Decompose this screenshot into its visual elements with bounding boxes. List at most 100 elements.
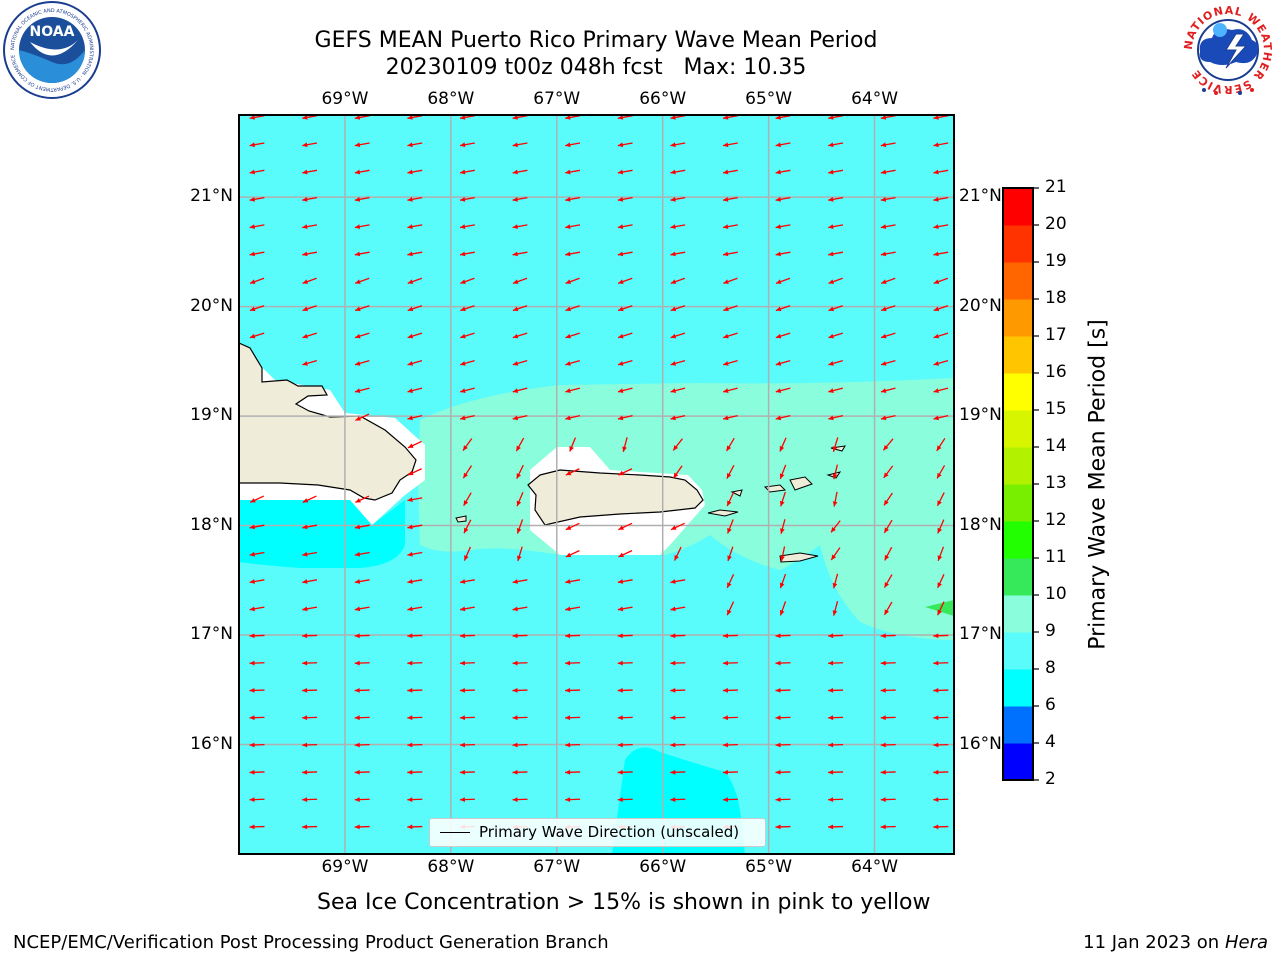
- wave-arrow: [722, 660, 738, 666]
- wave-arrow: [249, 305, 265, 312]
- map-frame: [238, 114, 955, 855]
- wave-arrow: [459, 142, 475, 148]
- lon-label-top: 69°W: [321, 89, 369, 109]
- wave-arrow: [565, 633, 581, 639]
- wave-arrow: [565, 142, 581, 148]
- wave-arrow: [828, 687, 844, 693]
- wave-arrow: [459, 797, 475, 802]
- wave-arrow: [354, 660, 370, 666]
- wave-arrow: [460, 332, 475, 339]
- wave-arrow: [828, 360, 843, 366]
- wave-arrow: [828, 142, 844, 148]
- colorbar-tick-label: 19: [1045, 251, 1067, 271]
- wave-arrow: [617, 660, 633, 666]
- wave-arrow: [880, 742, 896, 748]
- wave-arrow: [775, 687, 791, 693]
- wave-arrow: [302, 142, 318, 148]
- wave-arrow: [249, 633, 265, 639]
- wave-arrow: [617, 715, 633, 721]
- wave-arrow: [354, 251, 370, 257]
- wave-arrow: [407, 633, 423, 639]
- lon-label-bottom: 65°W: [745, 857, 793, 877]
- wave-arrow: [883, 492, 893, 506]
- wave-arrow: [670, 579, 686, 584]
- wave-arrow: [936, 465, 946, 479]
- wave-arrow: [407, 360, 423, 366]
- lat-label-left: 19°N: [190, 405, 233, 426]
- wave-arrow: [617, 305, 633, 312]
- wave-arrow: [512, 606, 528, 612]
- wave-arrow: [512, 169, 528, 175]
- colorbar-bin: [1003, 521, 1033, 559]
- wave-arrow: [828, 769, 844, 775]
- lat-label-right: 18°N: [959, 514, 1002, 535]
- wave-arrow: [933, 360, 949, 366]
- wave-arrow: [880, 769, 896, 775]
- wave-arrow: [512, 660, 528, 666]
- wave-arrow: [933, 824, 949, 830]
- wave-arrow: [828, 414, 844, 421]
- wave-arrow: [775, 332, 791, 339]
- vieques-island: [707, 509, 739, 517]
- wave-arrow: [933, 387, 949, 393]
- wave-arrow: [828, 332, 843, 339]
- wave-arrow: [302, 196, 318, 202]
- lat-label-left: 20°N: [190, 295, 233, 316]
- wave-arrow: [249, 332, 265, 339]
- wave-arrow: [354, 224, 370, 229]
- wave-arrow: [302, 495, 317, 503]
- wave-arrow: [302, 524, 318, 530]
- wave-arrow: [512, 142, 528, 148]
- wave-arrow: [302, 305, 317, 312]
- wave-arrow: [775, 305, 791, 312]
- colorbar-tick-label: 20: [1045, 214, 1067, 234]
- wave-arrow: [512, 797, 528, 802]
- wave-arrow: [249, 495, 265, 503]
- wave-arrow: [670, 115, 686, 120]
- noaa-logo: NOAA NATIONAL OCEANIC AND ATMOSPHERIC AD…: [3, 1, 101, 99]
- wave-arrow: [775, 169, 791, 175]
- wave-arrow: [569, 437, 577, 452]
- wave-arrow: [516, 519, 524, 534]
- wave-arrow: [354, 715, 370, 721]
- wave-arrow: [722, 224, 738, 229]
- lat-label-left: 21°N: [190, 186, 233, 207]
- wave-arrow: [463, 546, 472, 561]
- wave-arrow: [936, 492, 945, 507]
- colorbar-tick-label: 21: [1045, 177, 1067, 197]
- wave-arrow: [354, 687, 370, 693]
- wave-arrow: [775, 387, 791, 393]
- wave-arrow: [670, 715, 686, 721]
- wave-arrow: [670, 687, 686, 693]
- wave-arrow: [249, 687, 265, 693]
- wave-arrow: [407, 224, 423, 229]
- wave-arrow: [354, 524, 370, 530]
- wave-arrow: [249, 524, 265, 530]
- colorbar-tick-label: 15: [1045, 399, 1067, 419]
- lon-label-top: 64°W: [851, 89, 899, 109]
- wave-arrow: [249, 169, 265, 175]
- wave-arrow: [828, 224, 844, 229]
- wave-arrow: [884, 546, 893, 561]
- footer-date-text: 11 Jan 2023 on: [1083, 932, 1225, 953]
- wave-arrow: [302, 551, 318, 557]
- wave-arrow: [512, 633, 528, 639]
- wave-arrow: [302, 633, 318, 639]
- wave-arrow: [618, 468, 633, 476]
- wave-arrow: [779, 491, 786, 507]
- wave-arrow: [354, 633, 370, 639]
- wave-arrow: [617, 687, 633, 693]
- wave-arrow: [670, 332, 686, 339]
- wave-arrow: [673, 546, 682, 561]
- wave-arrow: [459, 715, 475, 721]
- wave-arrow: [670, 522, 685, 531]
- wave-arrow: [880, 414, 896, 421]
- wave-arrow: [462, 465, 473, 479]
- wave-arrow: [780, 519, 786, 534]
- wave-arrow: [565, 579, 581, 584]
- wave-arrow: [512, 360, 528, 366]
- colorbar: [1003, 188, 1033, 781]
- wave-arrow: [459, 196, 475, 202]
- wave-arrow: [249, 606, 265, 612]
- sea-ice-caption: Sea Ice Concentration > 15% is shown in …: [317, 890, 931, 915]
